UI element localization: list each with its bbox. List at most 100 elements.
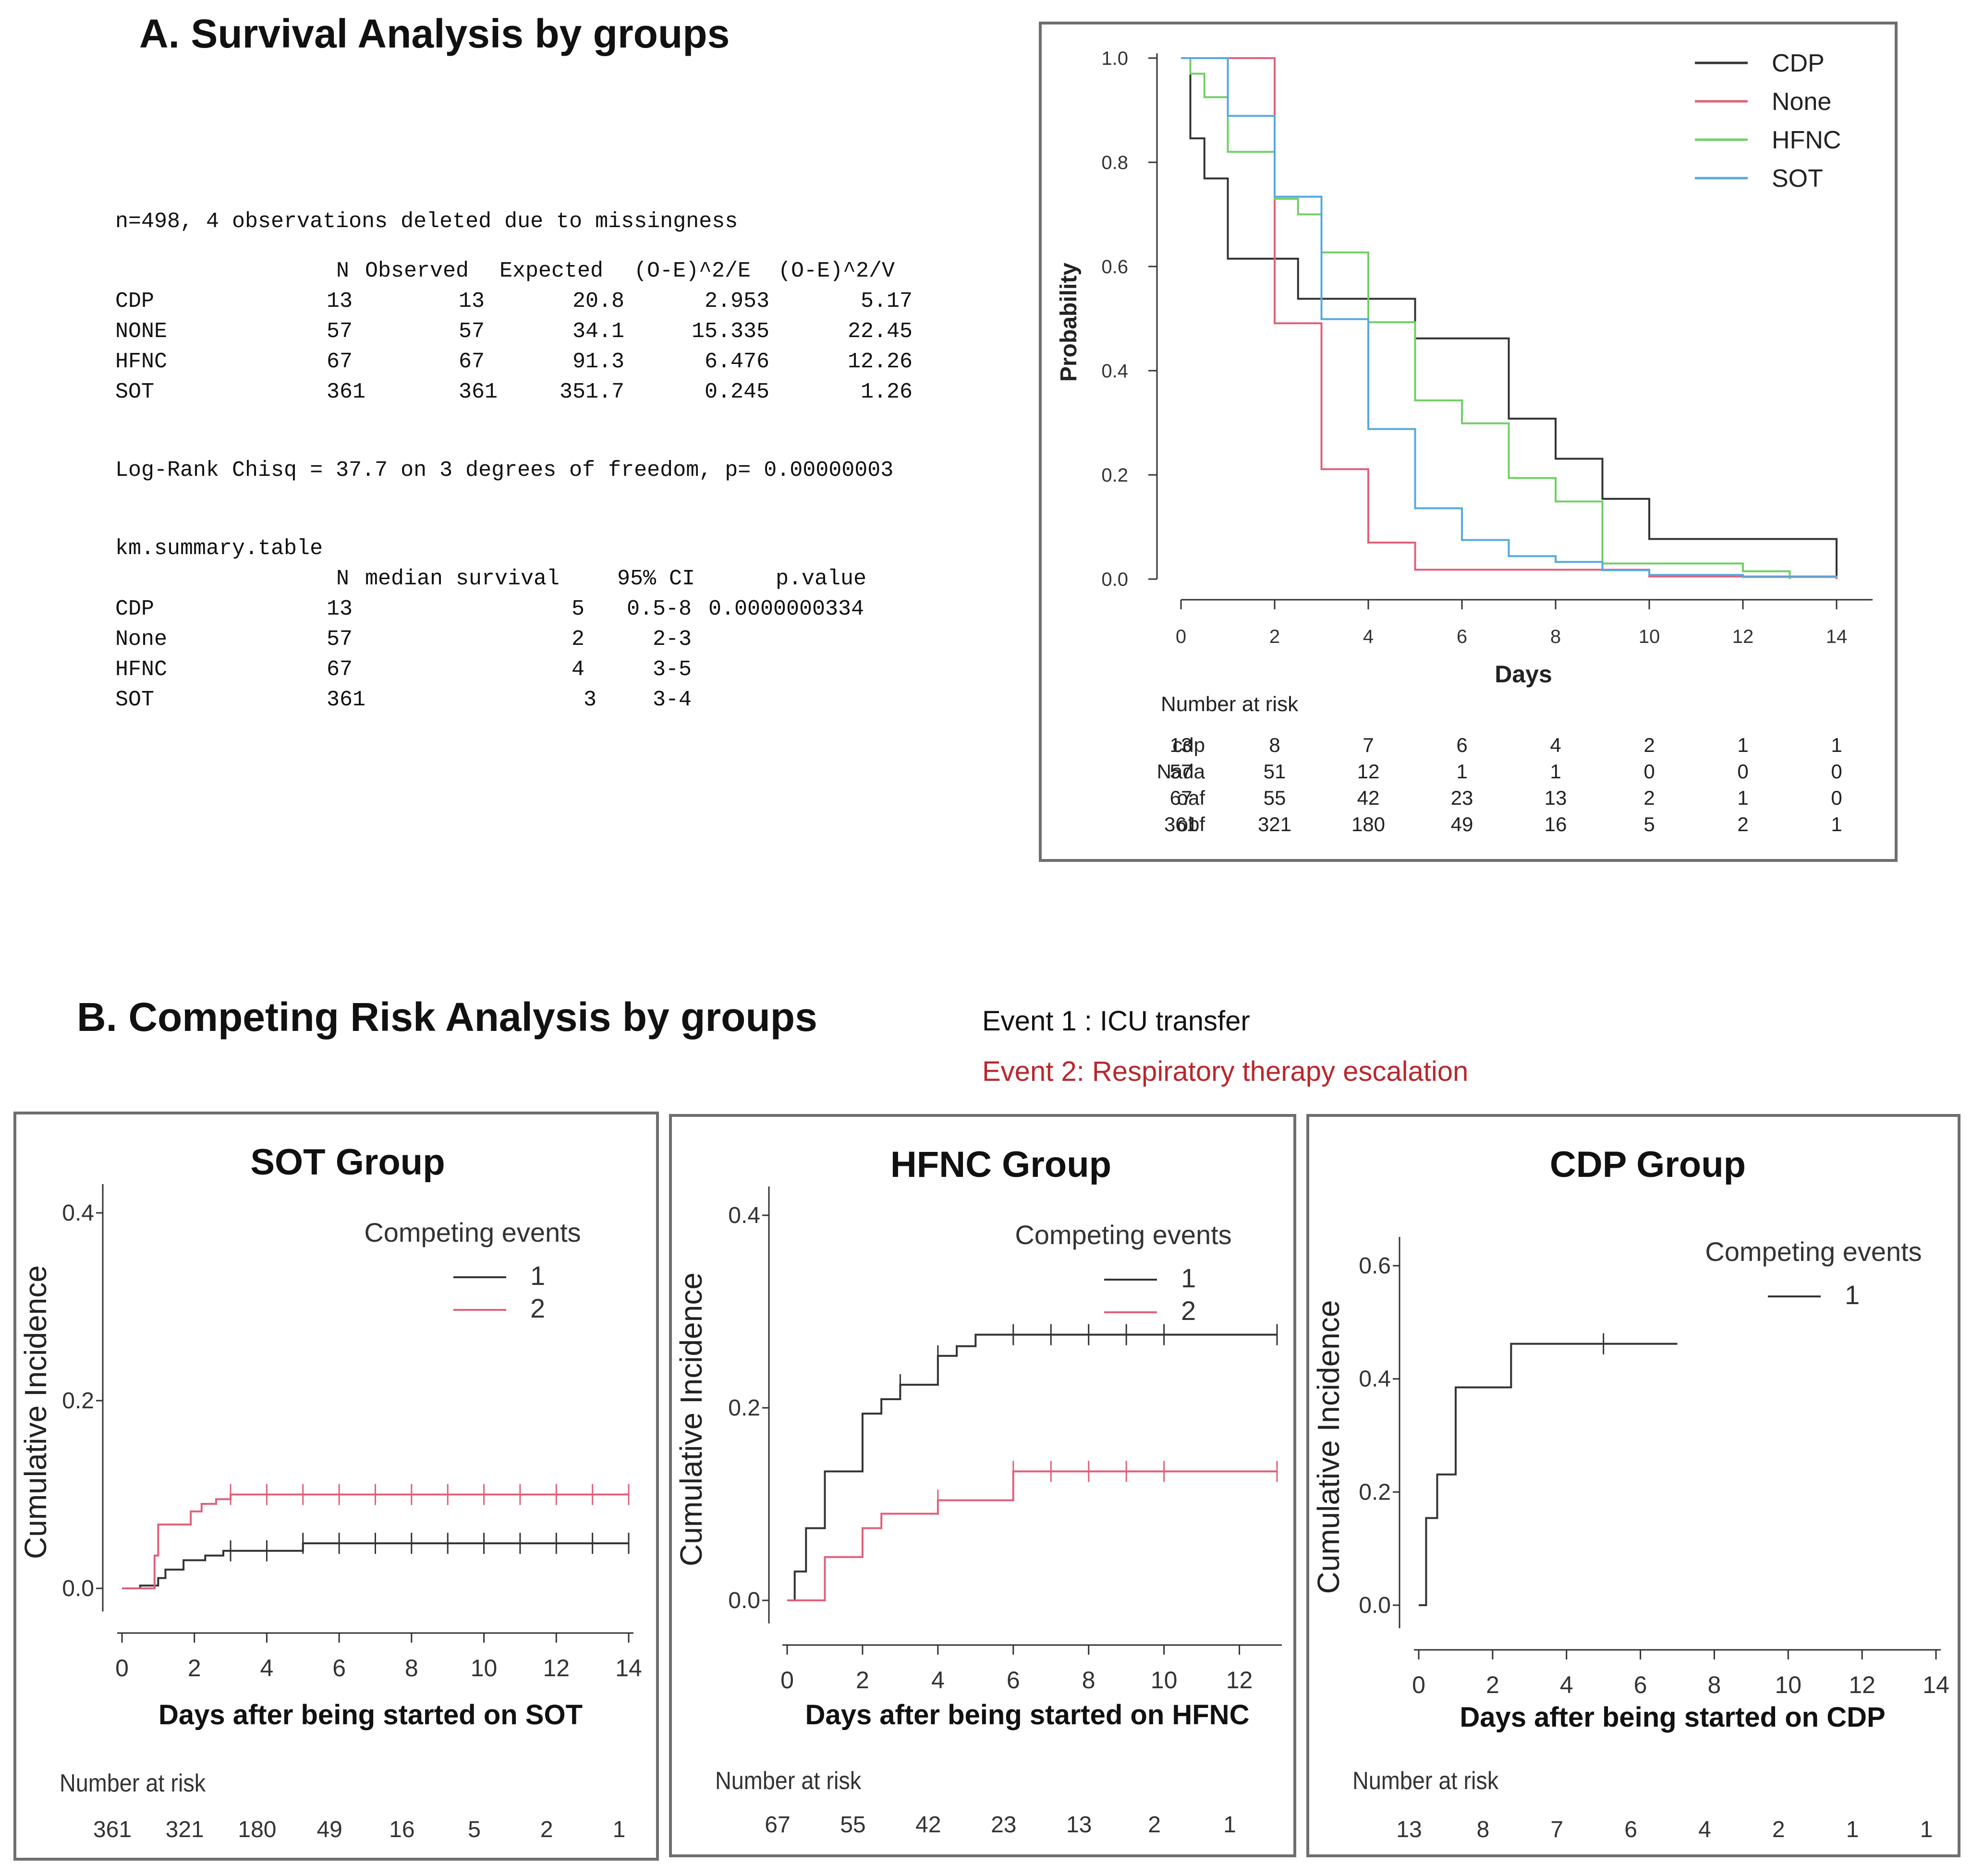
logrank-header-cell: N [336,259,350,283]
x-tick-label: 14 [1826,626,1848,647]
y-tick-label: 1.0 [1101,48,1128,69]
x-tick-label: 12 [1226,1667,1253,1694]
km-summary-title: km.summary.table [115,536,323,561]
risk-value: 1 [1550,760,1561,783]
x-axis-title: Days after being started on CDP [1460,1702,1885,1733]
legend-title: Competing events [1015,1220,1231,1250]
x-tick-label: 6 [1634,1671,1647,1698]
y-axis-title: Probability [1056,263,1082,382]
y-tick-label: 0.8 [1101,152,1128,173]
risk-value: 8 [1269,734,1280,756]
risk-value: 13 [1545,787,1567,809]
x-tick-label: 10 [1775,1671,1802,1698]
risk-value: 16 [1545,813,1567,835]
risk-value: 361 [93,1817,132,1842]
incidence-curve-event-2 [787,1470,1277,1601]
risk-table-title: Number at risk [1161,692,1299,716]
km-cell: 0.0000000334 [708,597,864,621]
logrank-header-cell: (O-E)^2/E [634,259,751,283]
logrank-cell: NONE [115,319,168,344]
risk-value: 16 [389,1817,414,1842]
y-tick-label: 0.0 [1359,1593,1391,1618]
incidence-curve-event-1 [122,1542,629,1589]
y-tick-label: 0.2 [62,1388,94,1414]
risk-table-title: Number at risk [1352,1767,1498,1795]
legend-label-event-2: 2 [530,1293,545,1323]
logrank-cell: 34.1 [572,319,625,344]
km-cell: SOT [115,688,155,712]
x-tick-label: 0 [1176,626,1186,647]
risk-value: 0 [1737,760,1748,783]
logrank-cell: 15.335 [692,319,770,344]
risk-value: 1 [613,1817,626,1842]
logrank-cell: 20.8 [572,289,625,314]
risk-value: 57 [1170,760,1193,783]
y-tick-label: 0.0 [728,1588,760,1613]
risk-value: 2 [1148,1812,1161,1838]
x-tick-label: 10 [471,1655,498,1682]
km-header-cell: 95% CI [617,567,695,591]
logrank-cell: HFNC [115,350,168,374]
risk-value: 5 [468,1817,481,1842]
km-cell: 361 [327,688,366,712]
risk-value: 67 [765,1812,790,1838]
km-cell: 13 [327,597,353,621]
risk-value: 49 [1451,813,1473,835]
logrank-cell: 361 [459,380,498,404]
y-tick-label: 0.2 [1359,1479,1391,1505]
risk-value: 7 [1363,734,1374,756]
logrank-cell: 12.26 [848,350,913,374]
km-cell: 67 [327,657,353,682]
km-cell: 3-4 [653,688,692,712]
x-tick-label: 4 [260,1655,274,1682]
logrank-cell: 361 [327,380,366,404]
incidence-curve-event-2 [122,1493,629,1589]
risk-value: 1 [1456,760,1467,783]
x-tick-label: 2 [1269,626,1280,647]
risk-value: 1 [1737,734,1748,756]
section-a-heading: A. Survival Analysis by groups [139,11,730,56]
risk-value: 0 [1831,760,1842,783]
km-cell: HFNC [115,657,168,682]
risk-value: 23 [1451,787,1473,809]
km-cell: CDP [115,597,155,621]
logrank-cell: 13 [327,289,353,314]
risk-row-label: cdp [1172,734,1205,756]
km-cell: 2 [572,627,585,652]
km-cell: 0.5-8 [627,597,692,621]
logrank-header-cell: Expected [499,259,604,283]
legend-label-hfnc: HFNC [1772,126,1841,154]
km-cell: 57 [327,627,353,652]
legend-title: Competing events [364,1217,581,1247]
risk-value: 321 [166,1817,204,1842]
section-b-heading: B. Competing Risk Analysis by groups [77,994,817,1040]
x-tick-label: 14 [1923,1671,1949,1698]
risk-value: 1 [1223,1812,1236,1838]
risk-value: 2 [1772,1817,1785,1842]
risk-value: 321 [1258,813,1291,835]
x-tick-label: 2 [1486,1671,1499,1698]
risk-table-title: Number at risk [715,1767,861,1795]
logrank-cell: 13 [459,289,485,314]
logrank-result: Log-Rank Chisq = 37.7 on 3 degrees of fr… [115,458,894,483]
x-tick-label: 8 [1708,1671,1721,1698]
risk-value: 0 [1643,760,1655,783]
km-survival-chart: 0.00.20.40.60.81.00 2 4 6 8 10 12 14Probability… [1056,48,1873,835]
x-tick-label: 6 [332,1655,346,1682]
y-tick-label: 0.0 [1101,569,1128,590]
y-tick-label: 0.4 [62,1200,94,1226]
risk-value: 2 [540,1817,553,1842]
km-header-cell: p.value [776,567,867,591]
x-tick-label: 12 [543,1655,570,1682]
risk-value: 4 [1550,734,1561,756]
y-axis-title: Cumulative Incidence [674,1272,708,1566]
y-tick-label: 0.4 [1101,361,1128,382]
risk-value: 2 [1643,787,1655,809]
risk-value: 13 [1066,1812,1092,1838]
risk-value: 180 [238,1817,276,1842]
risk-value: 8 [1477,1817,1490,1842]
legend-label-event-1: 1 [530,1260,545,1291]
km-cell: 3 [584,688,597,712]
risk-value: 55 [840,1812,865,1838]
